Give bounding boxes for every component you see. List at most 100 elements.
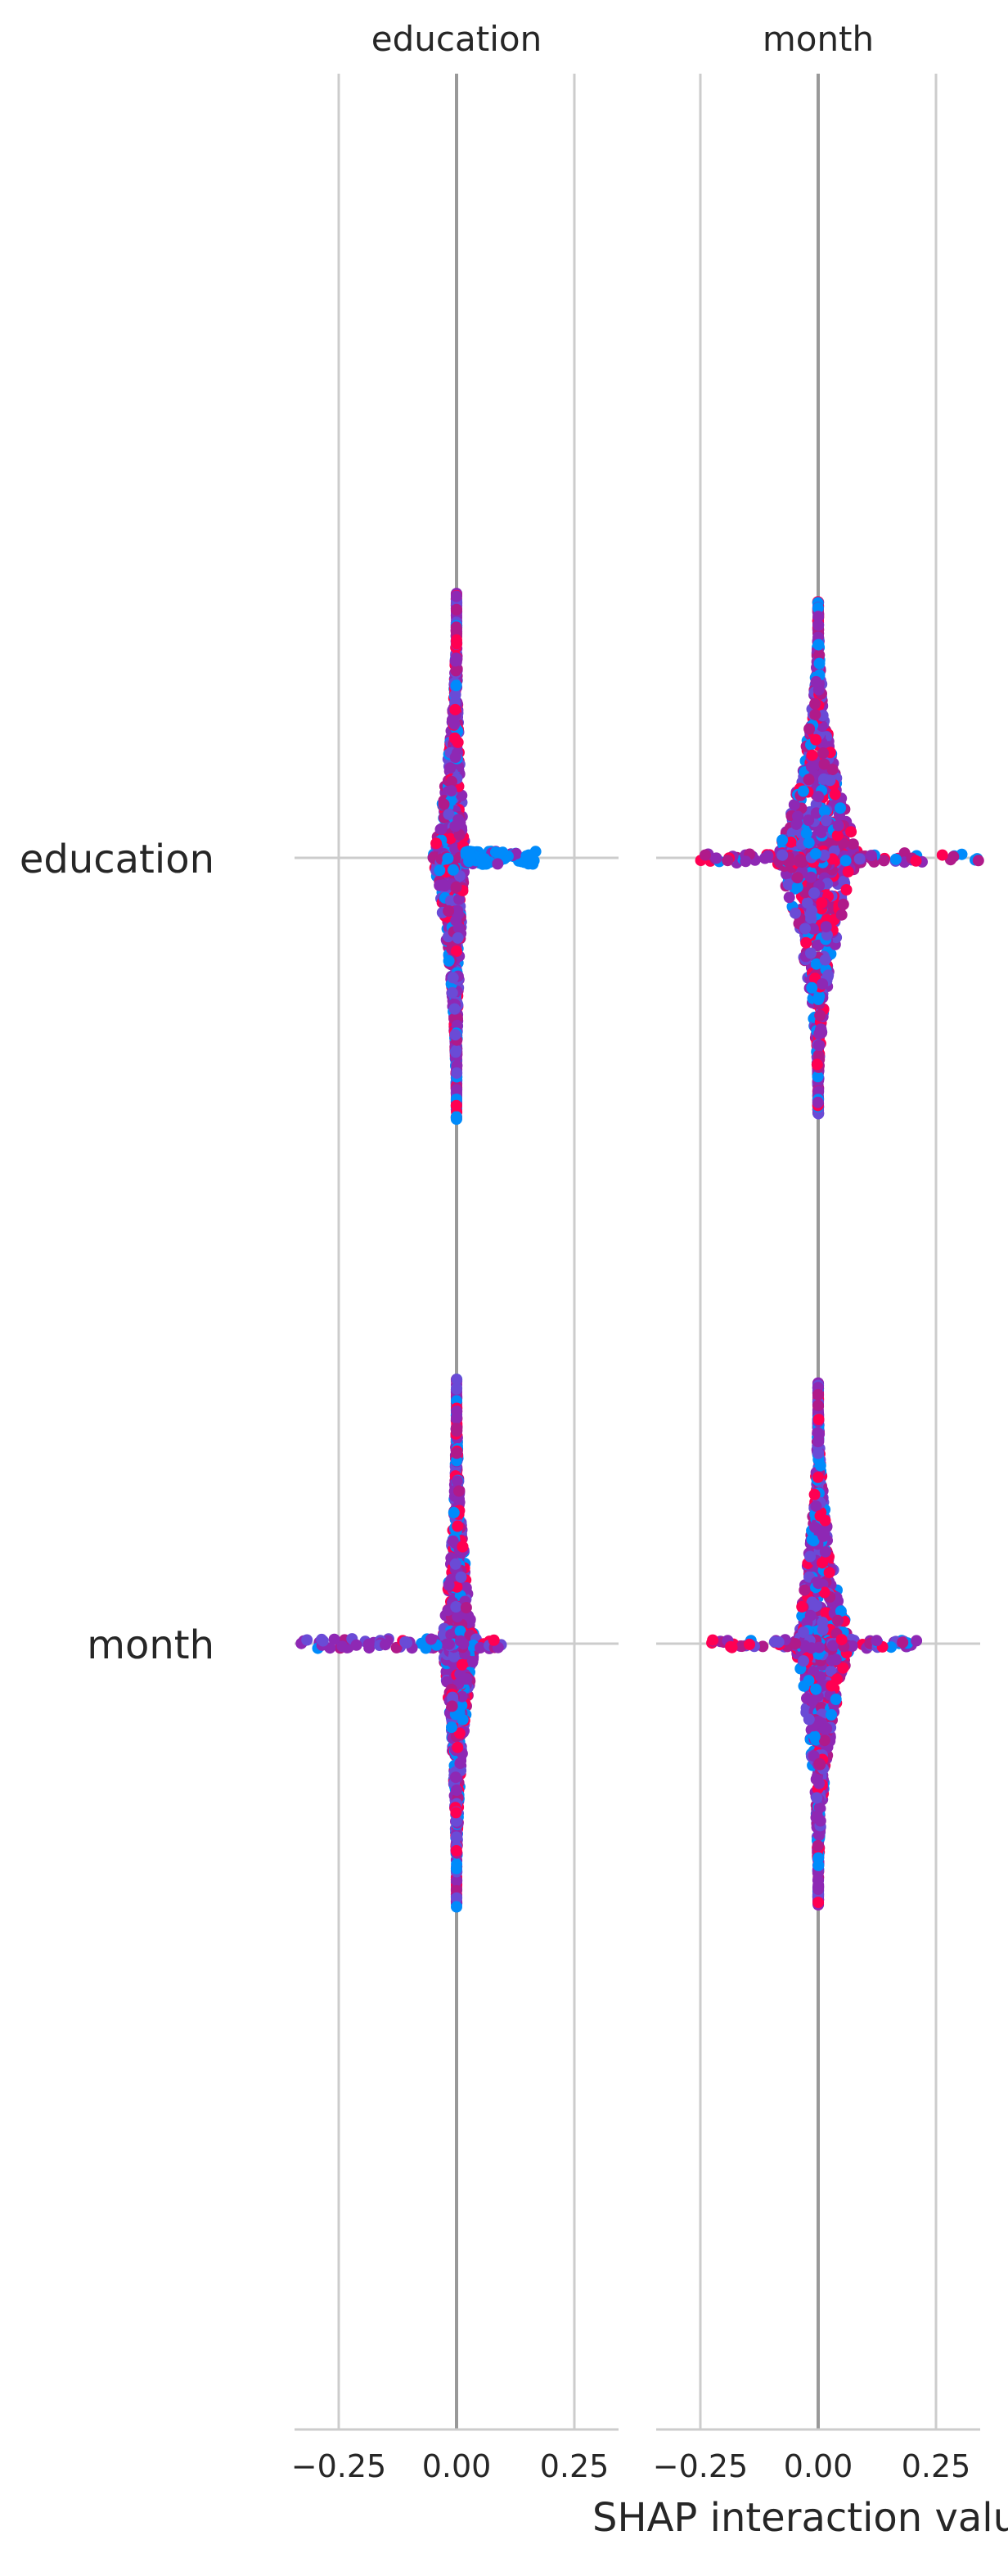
data-point: [791, 881, 803, 893]
data-point: [452, 908, 465, 920]
data-point: [808, 887, 821, 899]
data-point: [814, 1671, 826, 1683]
x-tick-label: 0.25: [540, 2448, 610, 2484]
data-point: [444, 832, 457, 845]
data-point: [803, 814, 815, 826]
data-point: [448, 718, 461, 730]
data-point: [897, 1636, 909, 1649]
data-point: [823, 1567, 835, 1579]
data-point: [448, 1003, 461, 1015]
data-point: [328, 1633, 340, 1645]
data-point: [812, 1096, 824, 1108]
data-point: [488, 1634, 500, 1646]
data-point: [832, 1614, 844, 1626]
data-point: [450, 1111, 462, 1123]
data-point: [835, 802, 846, 814]
data-point: [878, 855, 890, 867]
data-point: [456, 789, 468, 801]
data-point: [399, 1636, 412, 1648]
data-point: [772, 1636, 785, 1649]
data-point: [812, 1447, 825, 1459]
data-point: [461, 1673, 473, 1685]
data-point: [810, 733, 822, 746]
data-point: [829, 788, 841, 801]
data-point: [814, 1815, 826, 1827]
data-point: [840, 884, 853, 896]
data-point: [798, 1626, 809, 1638]
data-point: [812, 1071, 824, 1083]
data-point: [450, 679, 462, 692]
data-point: [362, 1638, 375, 1650]
data-point: [449, 1771, 461, 1784]
data-point: [449, 751, 461, 763]
data-point: [443, 905, 455, 917]
data-point: [463, 855, 475, 868]
data-point: [818, 849, 830, 861]
data-point: [812, 1435, 825, 1447]
data-point: [350, 1639, 362, 1651]
data-point: [776, 834, 789, 846]
data-point: [790, 907, 801, 919]
data-point: [800, 828, 812, 839]
data-point: [447, 864, 459, 876]
data-point: [462, 846, 475, 858]
data-point: [451, 638, 463, 650]
data-point: [466, 1656, 479, 1667]
x-tick-label: 0.00: [422, 2448, 492, 2484]
data-point: [798, 1655, 809, 1667]
data-point: [796, 1600, 808, 1613]
data-point: [430, 837, 443, 850]
data-point: [450, 1807, 462, 1819]
data-point: [450, 1099, 462, 1112]
data-point: [799, 1584, 811, 1596]
data-point: [790, 818, 803, 830]
data-point: [809, 848, 821, 859]
data-point: [812, 1577, 825, 1590]
data-point: [803, 837, 815, 849]
x-tick-label: −0.25: [653, 2448, 748, 2484]
data-point: [812, 602, 824, 614]
row-label-month: month: [87, 1622, 214, 1668]
data-point: [816, 897, 828, 909]
data-point: [757, 1640, 769, 1653]
data-point: [820, 921, 832, 933]
data-point: [885, 1641, 898, 1653]
data-point: [452, 1520, 464, 1532]
data-point: [813, 1802, 826, 1814]
data-point: [812, 1839, 824, 1852]
data-point: [776, 849, 789, 861]
data-point: [846, 1640, 858, 1652]
data-point: [460, 1602, 472, 1613]
data-point: [453, 1727, 466, 1739]
data-point: [871, 1635, 883, 1647]
data-point: [837, 1662, 849, 1674]
data-point: [817, 747, 830, 759]
data-point: [453, 828, 466, 841]
data-point: [449, 703, 461, 715]
data-point: [700, 849, 711, 861]
data-point: [817, 1557, 829, 1569]
data-point: [812, 1884, 825, 1895]
data-point: [819, 954, 831, 966]
data-point: [806, 749, 818, 761]
data-point: [804, 1550, 817, 1563]
data-point: [816, 1527, 828, 1539]
data-point: [452, 922, 465, 934]
data-point: [837, 898, 849, 910]
data-point: [812, 1427, 824, 1439]
data-point: [451, 652, 463, 665]
data-point: [446, 986, 458, 999]
data-point: [443, 954, 455, 967]
data-point: [420, 1642, 432, 1654]
data-point: [803, 723, 816, 735]
data-point: [814, 1509, 826, 1522]
data-point: [826, 764, 839, 775]
column-title-education: education: [371, 19, 542, 59]
data-point: [830, 1694, 842, 1705]
data-point: [449, 1558, 461, 1570]
data-point: [889, 853, 902, 865]
data-point: [809, 709, 821, 721]
data-point: [450, 1831, 462, 1843]
points-layer: [295, 588, 984, 1913]
